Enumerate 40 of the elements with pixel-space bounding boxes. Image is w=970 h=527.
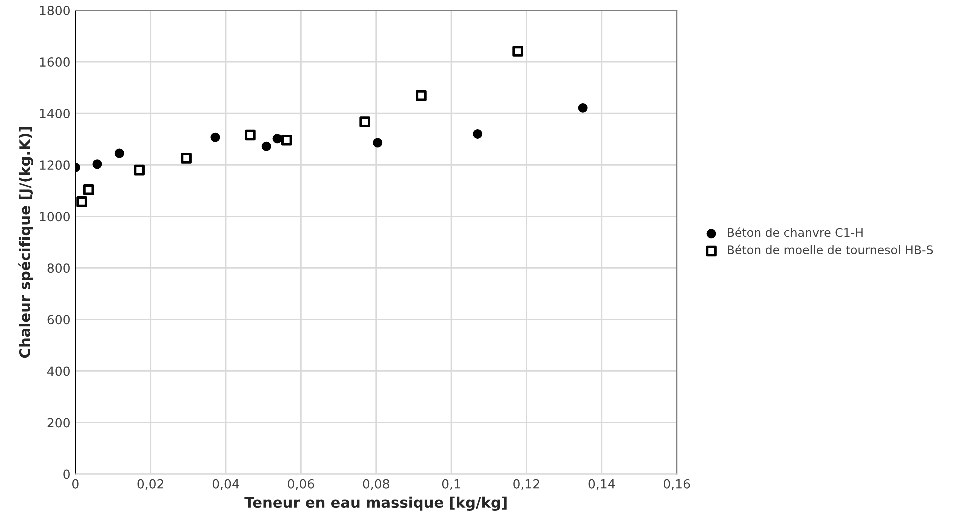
point (76, 196, 88, 208)
x-tick-label: 0,1 (442, 479, 460, 490)
y-tick-label: 800 (48, 264, 70, 274)
x-tick-label: 0,08 (363, 479, 390, 490)
point (360, 116, 370, 128)
point (262, 142, 272, 152)
point (416, 90, 427, 102)
x-tick-label: 0,12 (514, 479, 540, 490)
y-axis-title: Chaleur spécifique [J/(kg.K)] (18, 127, 34, 358)
y-tick-label: 400 (48, 366, 70, 376)
point (281, 134, 292, 146)
point (245, 130, 256, 141)
x-tick-label: 0 (72, 479, 79, 489)
point (134, 164, 145, 176)
x-axis-title: Teneur en eau massique [kg/kg] (244, 496, 507, 512)
legend-label: Béton de chanvre C1-H (728, 228, 863, 238)
point (373, 138, 383, 148)
point (83, 184, 94, 196)
legend-label: Béton de moelle de tournesol HB-S (728, 244, 934, 255)
point (181, 153, 192, 164)
x-tick-label: 0,06 (288, 479, 314, 490)
y-tick-label: 1800 (40, 6, 70, 16)
x-tick-label: 0,04 (212, 479, 240, 490)
point (473, 129, 483, 139)
point (272, 134, 282, 144)
point (578, 103, 588, 113)
x-tick-label: 0,16 (664, 479, 690, 490)
y-tick-label: 1200 (40, 160, 70, 170)
y-tick-label: 200 (48, 418, 70, 428)
x-tick-label: 0,14 (588, 479, 616, 490)
y-tick-label: 0 (64, 470, 70, 480)
y-tick-label: 1000 (40, 212, 70, 222)
point (92, 160, 102, 170)
y-tick-label: 1400 (40, 109, 70, 119)
point (210, 132, 220, 142)
point (512, 46, 524, 57)
y-tick-label: 1600 (40, 58, 70, 67)
x-tick-label: 0,02 (138, 479, 164, 490)
y-tick-label: 600 (48, 315, 70, 325)
point (114, 148, 124, 158)
